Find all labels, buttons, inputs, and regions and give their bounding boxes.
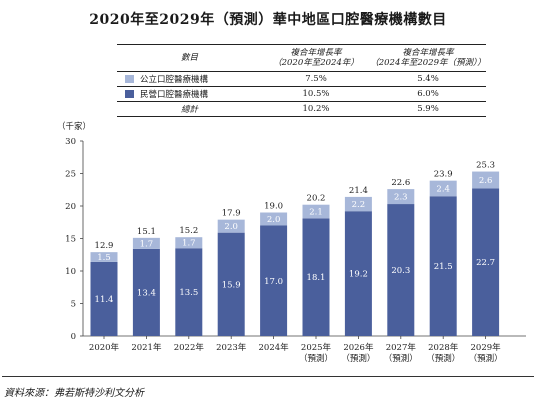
table-header-cagr-2024-2029-line1: 複合年增長率 <box>402 48 454 58</box>
data-label-private: 18.1 <box>307 273 326 283</box>
table-row: 民營口腔醫療機構 10.5% 6.0% <box>117 86 486 102</box>
bar-private <box>344 211 372 336</box>
bar-public <box>302 204 330 219</box>
data-label-private: 13.4 <box>137 288 156 298</box>
data-label-private: 13.5 <box>179 288 198 298</box>
data-label-private: 20.3 <box>391 266 410 276</box>
x-tick-label: 2021年 <box>131 342 162 353</box>
x-tick-label: 2025年 <box>301 342 332 353</box>
table-header-cagr-2020-2024-line2: （2020年至2024年） <box>273 58 359 68</box>
y-tick-label: 5 <box>71 300 76 310</box>
bar-private <box>429 196 457 336</box>
bar-public <box>132 237 160 249</box>
data-label-total: 22.6 <box>391 178 410 188</box>
table-row-total: 總計 10.2% 5.9% <box>117 101 486 117</box>
data-label-public: 2.0 <box>267 215 281 225</box>
data-label-total: 21.4 <box>349 186 368 196</box>
x-tick-label: （預測） <box>299 353 333 364</box>
data-label-public: 2.4 <box>436 184 450 194</box>
bar-public <box>429 180 457 197</box>
data-label-public: 2.6 <box>479 176 493 186</box>
x-tick-label: （預測） <box>426 353 460 364</box>
x-tick-label: 2022年 <box>174 342 205 353</box>
x-tick-label: 2027年 <box>386 342 417 353</box>
source-divider <box>2 376 534 377</box>
data-label-total: 23.9 <box>434 170 453 180</box>
data-label-total: 17.9 <box>222 209 241 219</box>
data-label-public: 2.3 <box>394 193 408 203</box>
x-tick-label: 2026年 <box>343 342 374 353</box>
table-row-label: 民營口腔醫療機構 <box>140 90 209 100</box>
data-label-total: 20.2 <box>307 194 326 204</box>
bar-public <box>387 189 415 205</box>
bar-public <box>217 219 245 233</box>
data-label-public: 1.7 <box>140 239 154 249</box>
table-header-cagr-2020-2024-line1: 複合年增長率 <box>290 48 342 58</box>
y-tick-label: 20 <box>65 202 76 212</box>
data-label-total: 19.0 <box>264 202 283 212</box>
data-label-private: 21.5 <box>434 262 453 272</box>
table-cell-cagr1: 10.5% <box>302 89 330 99</box>
bar-public <box>175 237 203 249</box>
y-tick-label: 10 <box>65 267 76 277</box>
table-row-label: 公立口腔醫療機構 <box>140 75 209 85</box>
bar-private <box>302 218 330 336</box>
bar-public <box>90 252 118 262</box>
data-label-private: 15.9 <box>222 280 241 290</box>
legend-swatch-public <box>125 75 134 83</box>
table-header-cagr-2024-2029-line2: （2024年至2029年（預測）） <box>370 58 486 68</box>
source-note: 資料來源：弗若斯特沙利文分析 <box>4 388 144 399</box>
table-row-label: 總計 <box>180 105 198 115</box>
bar-private <box>175 248 203 336</box>
data-label-public: 2.2 <box>352 200 366 210</box>
y-tick-label: 15 <box>65 235 76 245</box>
data-label-public: 1.5 <box>97 253 111 263</box>
data-label-private: 19.2 <box>349 270 368 280</box>
bar-private <box>472 188 500 336</box>
table-header-count: 數目 <box>180 53 198 63</box>
table-cell-cagr2: 5.9% <box>417 104 439 114</box>
legend-swatch-private <box>125 90 134 98</box>
data-label-private: 22.7 <box>476 258 495 268</box>
x-tick-label: 2028年 <box>428 342 459 353</box>
data-label-public: 2.1 <box>309 208 323 218</box>
x-tick-label: （預測） <box>469 353 503 364</box>
y-tick-label: 30 <box>65 137 76 147</box>
y-tick-label: 25 <box>65 170 76 180</box>
bar-private <box>387 204 415 336</box>
x-tick-label: 2029年 <box>471 342 502 353</box>
x-tick-label: 2020年 <box>89 342 120 353</box>
x-tick-label: 2024年 <box>259 342 290 353</box>
bar-private <box>260 225 288 336</box>
bar-public <box>260 212 288 226</box>
table-row: 公立口腔醫療機構 7.5% 5.4% <box>117 71 486 87</box>
y-tick-label: 0 <box>71 332 76 342</box>
data-label-private: 17.0 <box>264 277 283 287</box>
table-header-cagr-2020-2024: 複合年增長率 （2020年至2024年） <box>262 45 370 72</box>
data-label-total: 12.9 <box>95 241 114 251</box>
data-label-private: 11.4 <box>95 295 114 305</box>
data-label-total: 15.2 <box>179 226 198 236</box>
table-cell-cagr1: 7.5% <box>305 74 327 84</box>
bar-public <box>344 196 372 212</box>
page-title: 2020年至2029年（預測）華中地區口腔醫療機構數目 <box>89 12 447 28</box>
x-tick-label: （預測） <box>341 353 375 364</box>
table-cell-cagr1: 10.2% <box>302 104 330 114</box>
table-header-cagr-2024-2029: 複合年增長率 （2024年至2029年（預測）） <box>370 45 486 72</box>
bar-public <box>472 171 500 189</box>
x-tick-label: 2023年 <box>216 342 247 353</box>
data-label-total: 15.1 <box>137 227 156 237</box>
cagr-table: 數目 複合年增長率 （2020年至2024年） 複合年增長率 （2024年至20… <box>117 44 486 117</box>
bar-private <box>217 232 245 336</box>
data-label-public: 2.0 <box>224 222 238 232</box>
data-label-total: 25.3 <box>476 161 495 171</box>
data-label-public: 1.7 <box>182 239 196 249</box>
y-axis-unit: （千家） <box>57 121 91 132</box>
bar-private <box>132 248 160 336</box>
table-cell-cagr2: 5.4% <box>417 74 439 84</box>
bar-private <box>90 261 118 336</box>
table-cell-cagr2: 6.0% <box>417 89 439 99</box>
x-tick-label: （預測） <box>384 353 418 364</box>
